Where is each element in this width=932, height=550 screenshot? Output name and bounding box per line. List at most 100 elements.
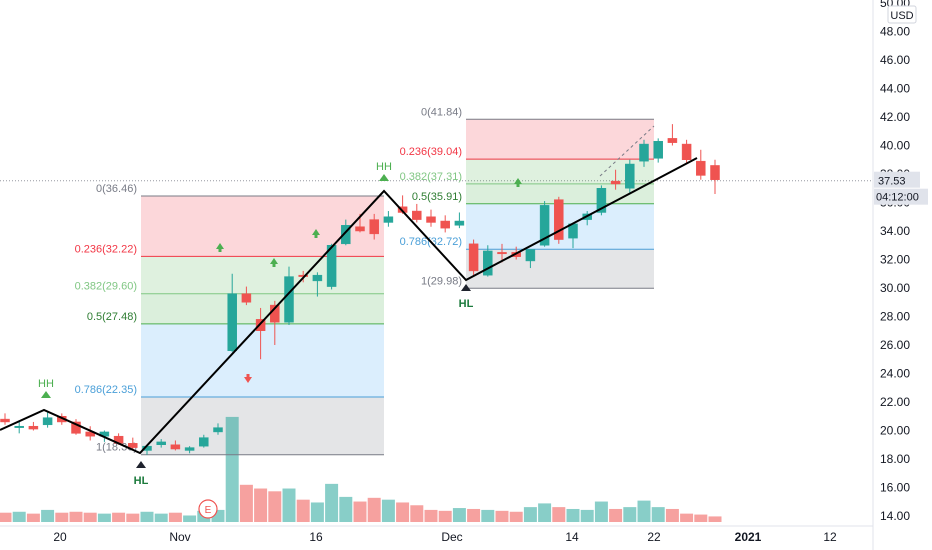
candle-body[interactable] xyxy=(554,199,564,240)
candle-body[interactable] xyxy=(284,276,294,323)
countdown-value: 04:12:00 xyxy=(876,192,919,204)
candle-body[interactable] xyxy=(341,225,351,245)
candle-body[interactable] xyxy=(468,243,479,272)
candle-body[interactable] xyxy=(610,180,621,185)
time-tick-label: 22 xyxy=(647,530,661,544)
volume-bar xyxy=(126,513,140,522)
candle-body[interactable] xyxy=(483,250,493,276)
volume-bar xyxy=(0,512,12,522)
volume-bar xyxy=(694,514,708,522)
candle-body[interactable] xyxy=(255,319,266,332)
currency-label[interactable]: USD xyxy=(890,10,913,22)
candle-body[interactable] xyxy=(184,447,195,451)
volume-bar xyxy=(637,500,651,522)
candle-body[interactable] xyxy=(170,444,181,450)
candle-body[interactable] xyxy=(440,220,450,229)
price-tick-label: 30.00 xyxy=(880,281,910,295)
fib-level-label[interactable]: 0.236(39.04) xyxy=(400,146,462,158)
volume-bar xyxy=(552,507,566,522)
fib-level-label[interactable]: 1(18.30) xyxy=(96,442,137,454)
earnings-badge-label[interactable]: E xyxy=(205,505,212,516)
candle-body[interactable] xyxy=(355,226,365,232)
candle-body[interactable] xyxy=(696,160,706,176)
volume-bar xyxy=(282,488,296,522)
candle-body[interactable] xyxy=(199,437,209,447)
zigzag-line[interactable] xyxy=(0,157,698,455)
volume-bar xyxy=(623,507,637,522)
candle-body[interactable] xyxy=(639,143,649,162)
candle-body[interactable] xyxy=(710,165,720,180)
fib-zone xyxy=(466,119,654,160)
candle-body[interactable] xyxy=(497,252,507,255)
fib-zone xyxy=(141,293,384,324)
hl-label: HL xyxy=(459,298,474,310)
time-axis[interactable]: 20 Nov 16 Dec 14 22 2021 12 xyxy=(53,530,837,544)
candle-body[interactable] xyxy=(681,143,692,160)
volume-bar xyxy=(538,503,552,522)
fib-level-label[interactable]: 0.5(35.91) xyxy=(412,191,462,203)
time-tick-label: 16 xyxy=(309,530,323,544)
candle-body[interactable] xyxy=(85,431,95,437)
price-tick-label: 20.00 xyxy=(880,424,910,438)
fib-level-label[interactable]: 0.5(27.48) xyxy=(87,311,137,323)
countdown-tag xyxy=(874,188,928,205)
fib-zone xyxy=(141,323,384,398)
fib-lines-layer: 0(36.46) 0.236(32.22) 0.382(29.60) 0.5(27.4… xyxy=(75,106,654,456)
volume-bar xyxy=(41,509,55,522)
volume-layer xyxy=(0,416,722,522)
volume-bar xyxy=(452,508,466,522)
candle-body[interactable] xyxy=(525,249,536,262)
candle-body[interactable] xyxy=(227,293,237,351)
fib-level-label[interactable]: 1(29.98) xyxy=(421,275,462,287)
fib-level-label[interactable]: 0(41.84) xyxy=(421,106,462,118)
candle-body[interactable] xyxy=(14,425,24,428)
volume-bar xyxy=(310,502,324,522)
volume-bar xyxy=(566,508,580,522)
candle-body[interactable] xyxy=(653,140,663,159)
volume-bar xyxy=(410,505,424,522)
price-tick-label: 48.00 xyxy=(880,25,910,39)
hl-triangle-icon xyxy=(136,461,146,468)
candle-body[interactable] xyxy=(0,418,10,423)
fib-level-label[interactable]: 0.786(22.35) xyxy=(75,384,137,396)
candle-body[interactable] xyxy=(128,443,138,448)
currency-badge[interactable] xyxy=(887,5,917,24)
volume-bar xyxy=(367,497,381,522)
candle-body[interactable] xyxy=(625,163,635,189)
price-tick-label: 46.00 xyxy=(880,53,910,67)
volume-bar xyxy=(325,483,339,522)
fib-level-label[interactable]: 0.236(32.22) xyxy=(75,243,137,255)
candle-body[interactable] xyxy=(312,274,323,282)
candle-body[interactable] xyxy=(596,188,607,213)
volume-bar xyxy=(12,511,26,522)
candle-body[interactable] xyxy=(156,441,166,445)
candle-body[interactable] xyxy=(412,210,422,220)
candle-body[interactable] xyxy=(42,417,53,426)
volume-bar xyxy=(495,510,509,522)
candle-body[interactable] xyxy=(426,216,436,223)
candle-body[interactable] xyxy=(71,421,81,434)
volume-bar xyxy=(580,509,594,522)
volume-bar xyxy=(481,509,495,522)
candle-body[interactable] xyxy=(28,425,39,430)
fib-level-label[interactable]: 0.382(37.31) xyxy=(400,171,462,183)
volume-bar xyxy=(97,513,111,522)
last-price-value: 37.53 xyxy=(878,176,906,188)
dashed-projection-line xyxy=(599,125,655,177)
volume-bar xyxy=(396,502,410,522)
candle-body[interactable] xyxy=(667,138,678,143)
candle-body[interactable] xyxy=(539,205,550,246)
candle-body[interactable] xyxy=(326,245,337,287)
fib-level-label[interactable]: 0(36.46) xyxy=(96,183,137,195)
candle-body[interactable] xyxy=(369,219,379,235)
candle-body[interactable] xyxy=(213,427,223,433)
price-tick-label: 24.00 xyxy=(880,367,910,381)
candle-body[interactable] xyxy=(454,220,465,226)
volume-bar xyxy=(140,511,154,522)
fib-level-label[interactable]: 0.382(29.60) xyxy=(75,281,137,293)
earnings-badge-icon[interactable] xyxy=(198,499,218,519)
candle-body[interactable] xyxy=(383,216,394,223)
candle-body[interactable] xyxy=(241,293,252,303)
